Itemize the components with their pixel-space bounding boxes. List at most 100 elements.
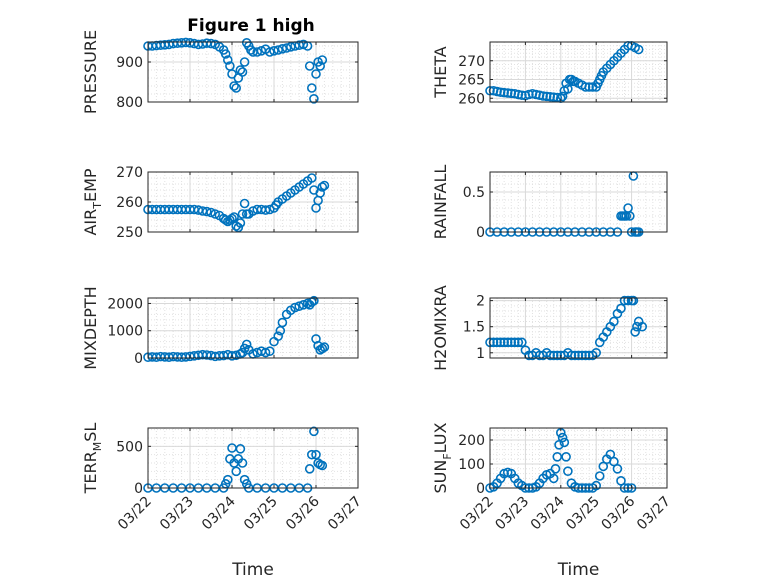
data-point (495, 337, 506, 348)
data-point (269, 45, 279, 56)
axes-box (489, 41, 668, 103)
data-point (235, 218, 246, 228)
data-point (306, 449, 317, 460)
y-axis-label: RAINFALL (431, 165, 450, 240)
x-axis-label: Time (557, 560, 600, 580)
data-point (304, 464, 315, 474)
y-tick-label: 0 (134, 481, 143, 497)
x-axis-label: Time (231, 560, 274, 580)
data-point (524, 89, 534, 100)
data-point (317, 55, 328, 65)
data-point (317, 343, 328, 354)
data-point (311, 449, 321, 460)
data-point (231, 466, 241, 477)
data-point (309, 426, 319, 437)
data-point (298, 39, 309, 50)
data-point (509, 337, 520, 348)
data-point (552, 451, 563, 462)
data-point (609, 316, 619, 327)
subplot-4: 0 0.5 RAINFALL (431, 165, 668, 241)
data-point (290, 302, 300, 313)
data-point (277, 43, 288, 54)
subplot-2: 260 265 270 THETA (431, 40, 668, 107)
data-point (502, 88, 513, 98)
data-point (612, 463, 623, 474)
subplot-3: 250 260 270 AIRTEMP (81, 165, 359, 241)
data-point (495, 87, 506, 98)
subplot-6: 1 1.5 2 H2OMIXRA (431, 285, 668, 371)
data-point (298, 300, 309, 310)
data-point (309, 295, 319, 306)
data-point (563, 84, 573, 94)
data-point (630, 327, 640, 337)
subplot-grid: 800 900 PRESSURE 260 265 270 THETA 250 260 270 AIR… (81, 30, 674, 580)
data-point (220, 215, 231, 225)
y-axis-label: THETA (431, 46, 450, 98)
y-tick-label: 500 (116, 439, 143, 455)
plot-area (148, 428, 358, 488)
data-point (235, 444, 246, 454)
subplot-1: 800 900 PRESSURE (81, 30, 359, 114)
data-point (548, 350, 559, 361)
data-point (561, 451, 571, 462)
data-point (513, 337, 524, 348)
data-point (550, 463, 561, 474)
data-point (206, 207, 216, 218)
y-tick-label: 0.5 (463, 185, 485, 201)
data-point (570, 350, 580, 361)
data-point (548, 473, 559, 484)
data-point (315, 61, 326, 71)
y-tick-label: 100 (458, 457, 485, 473)
y-tick-label: 250 (116, 225, 143, 241)
data-point (633, 44, 644, 55)
data-point (584, 82, 594, 92)
data-point (264, 204, 275, 215)
data-point (625, 211, 635, 221)
axes-box (147, 427, 359, 489)
data-point (260, 347, 271, 358)
y-tick-label: 260 (116, 195, 143, 211)
data-point (577, 350, 587, 361)
data-point (506, 337, 517, 348)
y-tick-label: 270 (116, 165, 143, 181)
data-point (239, 57, 250, 67)
data-point (580, 82, 591, 92)
data-point (499, 337, 509, 348)
data-point (202, 206, 212, 217)
data-point (281, 43, 292, 53)
data-series (485, 295, 648, 361)
data-point (227, 213, 237, 224)
y-tick-label: 260 (458, 91, 485, 107)
y-axis-label: MIXDEPTH (81, 286, 100, 369)
data-point (319, 180, 330, 191)
data-point (309, 94, 319, 104)
data-point (264, 47, 275, 57)
data-point (563, 466, 573, 477)
data-series (143, 295, 330, 362)
data-point (317, 182, 328, 192)
data-point (628, 295, 639, 306)
axes-box (489, 427, 668, 489)
data-point (252, 47, 263, 57)
data-point (260, 205, 271, 215)
axes-box (489, 171, 668, 233)
y-tick-label: 2 (476, 294, 485, 310)
data-point (559, 437, 570, 448)
y-tick-label: 0 (134, 351, 143, 367)
data-point (304, 61, 315, 71)
y-tick-label: 1 (476, 346, 485, 362)
data-point (237, 458, 248, 468)
data-point (237, 67, 248, 77)
data-point (210, 209, 220, 219)
data-point (311, 69, 321, 79)
figure-title: Figure 1 high (187, 16, 315, 36)
data-point (545, 91, 555, 102)
data-series (143, 173, 330, 233)
data-point (619, 295, 630, 306)
y-tick-label: 1.5 (463, 320, 485, 336)
y-tick-label: 0 (476, 481, 485, 497)
data-point (591, 480, 602, 491)
y-tick-label: 200 (458, 433, 485, 449)
axes-box (489, 297, 668, 359)
y-axis-label: AIRTEMP (81, 168, 104, 235)
